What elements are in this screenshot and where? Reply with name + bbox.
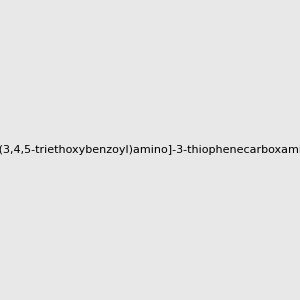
Text: 2-[(3,4,5-triethoxybenzoyl)amino]-3-thiophenecarboxamide: 2-[(3,4,5-triethoxybenzoyl)amino]-3-thio… xyxy=(0,145,300,155)
